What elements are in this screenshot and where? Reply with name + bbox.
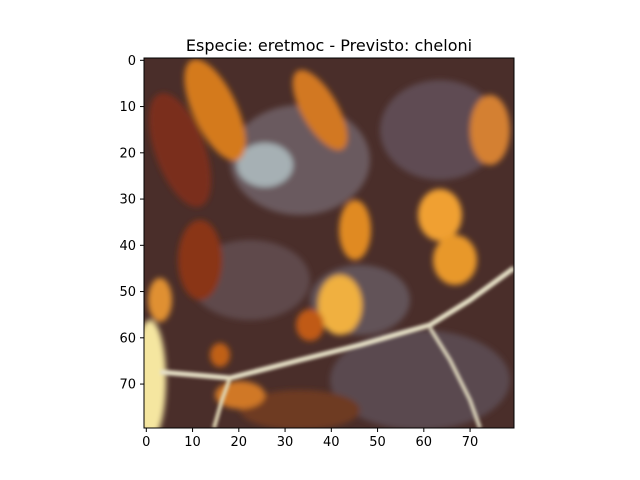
y-tick-label: 50 [119, 285, 136, 300]
turtle-shell-scute-image [144, 58, 514, 428]
x-tick-label: 30 [277, 435, 294, 450]
y-tick-label: 20 [119, 146, 136, 161]
x-tick-label: 70 [462, 435, 479, 450]
y-tick-label: 70 [119, 378, 136, 393]
y-tick-label: 30 [119, 193, 136, 208]
y-axis: 0 10 20 30 40 50 60 70 [119, 54, 144, 393]
x-tick-label: 40 [323, 435, 340, 450]
y-tick-label: 60 [119, 331, 136, 346]
x-tick-label: 20 [231, 435, 248, 450]
y-tick-label: 40 [119, 239, 136, 254]
y-tick-label: 10 [119, 100, 136, 115]
x-axis: 0 10 20 30 40 50 60 70 [142, 428, 478, 450]
x-tick-label: 60 [416, 435, 433, 450]
x-tick-label: 50 [369, 435, 386, 450]
y-tick-label: 0 [128, 54, 136, 69]
x-tick-label: 10 [184, 435, 201, 450]
x-tick-label: 0 [142, 435, 150, 450]
plot-title: Especie: eretmoc - Previsto: cheloni [186, 36, 472, 55]
axes-frame [143, 57, 515, 429]
